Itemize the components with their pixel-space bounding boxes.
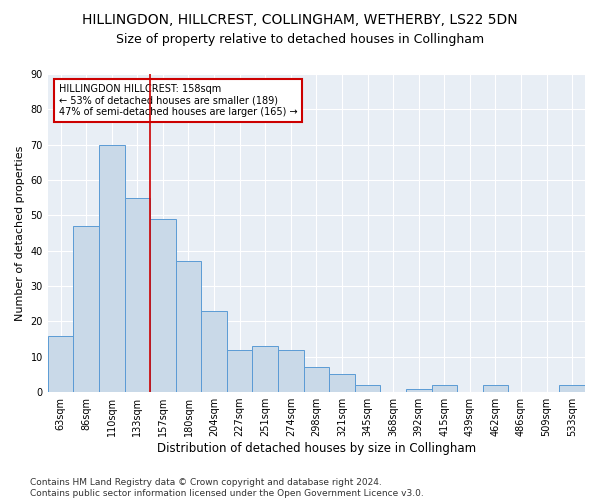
Bar <box>176 262 201 392</box>
Bar <box>150 219 176 392</box>
Bar <box>559 385 585 392</box>
X-axis label: Distribution of detached houses by size in Collingham: Distribution of detached houses by size … <box>157 442 476 455</box>
Text: Contains HM Land Registry data © Crown copyright and database right 2024.
Contai: Contains HM Land Registry data © Crown c… <box>30 478 424 498</box>
Bar <box>431 385 457 392</box>
Bar <box>201 311 227 392</box>
Bar <box>227 350 253 392</box>
Text: Size of property relative to detached houses in Collingham: Size of property relative to detached ho… <box>116 32 484 46</box>
Bar <box>406 388 431 392</box>
Bar <box>355 385 380 392</box>
Y-axis label: Number of detached properties: Number of detached properties <box>15 146 25 320</box>
Bar <box>125 198 150 392</box>
Bar <box>304 368 329 392</box>
Bar <box>253 346 278 392</box>
Bar <box>99 144 125 392</box>
Bar <box>329 374 355 392</box>
Bar <box>48 336 73 392</box>
Bar <box>278 350 304 392</box>
Bar <box>73 226 99 392</box>
Text: HILLINGDON HILLCREST: 158sqm
← 53% of detached houses are smaller (189)
47% of s: HILLINGDON HILLCREST: 158sqm ← 53% of de… <box>59 84 297 116</box>
Text: HILLINGDON, HILLCREST, COLLINGHAM, WETHERBY, LS22 5DN: HILLINGDON, HILLCREST, COLLINGHAM, WETHE… <box>82 12 518 26</box>
Bar <box>482 385 508 392</box>
